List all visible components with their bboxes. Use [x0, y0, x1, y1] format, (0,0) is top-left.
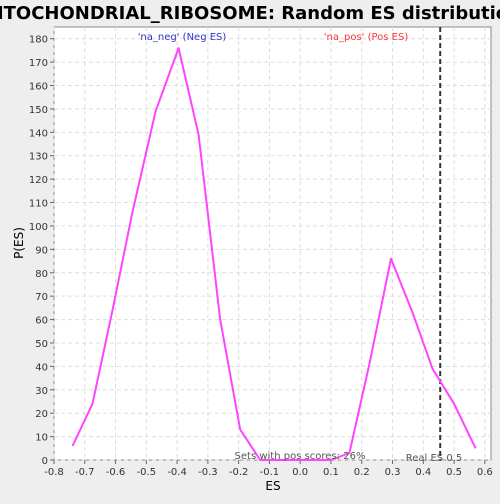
x-tick-label: 0.3 — [385, 467, 401, 478]
x-tick-label: 0.4 — [415, 467, 431, 478]
y-tick-label: 170 — [29, 58, 48, 69]
y-tick-label: 120 — [29, 175, 48, 186]
y-tick-label: 20 — [35, 409, 48, 420]
x-tick-label: -0.6 — [106, 467, 126, 478]
y-tick-label: 180 — [29, 35, 48, 46]
y-tick-label: 80 — [35, 269, 48, 280]
plot-area — [53, 26, 492, 461]
y-tick-label: 150 — [29, 105, 48, 116]
y-tick-label: 160 — [29, 82, 48, 93]
x-tick-label: 0.5 — [446, 467, 462, 478]
x-tick-label: -0.3 — [198, 467, 218, 478]
y-tick-label: 10 — [35, 433, 48, 444]
x-tick-label: -0.2 — [229, 467, 249, 478]
x-tick-label: -0.5 — [137, 467, 157, 478]
y-tick-label: 0 — [42, 456, 48, 467]
x-axis-label: ES — [265, 479, 280, 493]
x-tick-label: -0.4 — [167, 467, 187, 478]
real-es-annotation: Real ES 0.5 — [406, 453, 462, 464]
y-tick-label: 110 — [29, 199, 48, 210]
x-tick-label: 0.1 — [323, 467, 339, 478]
pos-scores-annotation: Sets with pos scores: 26% — [235, 451, 366, 462]
y-tick-label: 140 — [29, 128, 48, 139]
x-axis: -0.8 -0.7 -0.6 -0.5 -0.4 -0.3 -0.2 -0.1 0.0 0.1 0.… — [44, 460, 493, 478]
y-tick-label: 100 — [29, 222, 48, 233]
x-tick-label: 0.6 — [477, 467, 493, 478]
es-distribution-line — [71, 47, 477, 461]
y-tick-label: 50 — [35, 339, 48, 350]
x-tick-label: -0.7 — [75, 467, 95, 478]
grid-lines — [53, 27, 491, 461]
y-tick-label: 60 — [35, 316, 48, 327]
x-tick-label: 0.2 — [354, 467, 370, 478]
y-tick-label: 70 — [35, 292, 48, 303]
pos-es-label: 'na_pos' (Pos ES) — [324, 32, 409, 43]
y-tick-label: 130 — [29, 152, 48, 163]
chart-title: MITOCHONDRIAL_RIBOSOME: Random ES distri… — [0, 3, 500, 24]
y-tick-label: 30 — [35, 386, 48, 397]
neg-es-label: 'na_neg' (Neg ES) — [138, 32, 227, 43]
y-axis: 0 10 20 30 40 50 60 70 80 90 100 110 120 130 140 150 160… — [29, 35, 54, 467]
x-tick-label: -0.1 — [260, 467, 280, 478]
y-tick-label: 40 — [35, 362, 48, 373]
y-tick-label: 90 — [35, 245, 48, 256]
x-tick-label: -0.8 — [44, 467, 64, 478]
x-tick-label: 0.0 — [292, 467, 308, 478]
y-axis-label: P(ES) — [12, 227, 26, 259]
